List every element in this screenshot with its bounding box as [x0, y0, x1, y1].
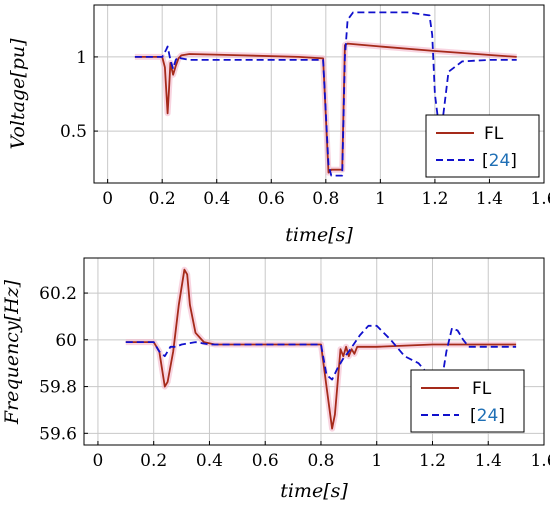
frequency-legend-ref-close: ] [498, 406, 505, 426]
voltage-y-ticks: 0.51 [60, 48, 98, 142]
frequency-x-tick-label: 1.2 [419, 451, 446, 471]
voltage-series-ref24-line [134, 11, 517, 177]
frequency-y-label: Frequency[Hz] [1, 279, 23, 425]
frequency-y-tick-label: 60 [55, 331, 77, 351]
frequency-y-tick-label: 59.8 [39, 378, 77, 398]
frequency-legend-ref-number: 24 [477, 406, 499, 426]
frequency-grid [84, 258, 545, 445]
frequency-legend-ref-label: [24] [470, 406, 505, 426]
frequency-legend-box [410, 369, 525, 433]
voltage-x-tick-label: 0.4 [203, 189, 230, 209]
voltage-series [134, 11, 517, 177]
frequency-legend: FL [24] [410, 369, 525, 433]
voltage-y-tick-label: 1 [76, 48, 87, 68]
frequency-chart: 0 0.2 0.4 0.6 0.8 1 1.2 1.4 1.6 59.6 59.8 60 60.2 t… [1, 257, 550, 502]
frequency-x-tick-label: 0.4 [196, 451, 223, 471]
frequency-x-tick-label: 1.4 [475, 451, 502, 471]
voltage-x-ticks: 0 0.2 0.4 0.6 0.8 1 1.2 1.4 1.6 [102, 179, 550, 209]
voltage-legend-ref-number: 24 [489, 151, 511, 171]
frequency-y-tick-label: 60.2 [39, 284, 77, 304]
frequency-x-tick-label: 0.2 [140, 451, 167, 471]
voltage-y-tick-label: 0.5 [60, 122, 87, 142]
voltage-x-tick-label: 0 [102, 189, 113, 209]
frequency-x-tick-label: 0 [93, 451, 104, 471]
voltage-plot-frame [93, 4, 545, 184]
frequency-series-fl-line [125, 268, 517, 430]
frequency-y-ticks: 59.6 59.8 60 60.2 [39, 284, 88, 444]
voltage-legend-box [425, 114, 540, 178]
frequency-x-tick-label: 0.8 [307, 451, 334, 471]
voltage-x-tick-label: 0.8 [312, 189, 339, 209]
voltage-x-tick-label: 1.4 [476, 189, 503, 209]
frequency-series [125, 266, 517, 432]
frequency-y-tick-label: 59.6 [39, 424, 77, 444]
voltage-legend-ref-open: [ [482, 151, 489, 171]
frequency-legend-ref-open: [ [470, 406, 477, 426]
voltage-x-tick-label: 1.2 [421, 189, 448, 209]
frequency-x-label: time[s] [280, 480, 348, 502]
voltage-chart: 00.20.40.60.811.21.41.6 0.51 time[s] Vol… [7, 4, 550, 246]
voltage-y-label: Voltage[pu] [7, 38, 29, 150]
voltage-legend-ref-label: [24] [482, 151, 517, 171]
voltage-x-tick-label: 1 [375, 189, 386, 209]
frequency-x-tick-label: 1 [371, 451, 382, 471]
voltage-x-label: time[s] [285, 224, 353, 246]
voltage-x-tick-label: 0.2 [149, 189, 176, 209]
voltage-x-tick-label: 1.6 [530, 189, 550, 209]
voltage-x-tick-label: 0.6 [258, 189, 285, 209]
frequency-x-tick-label: 0.6 [252, 451, 279, 471]
frequency-legend-fl-label: FL [472, 379, 492, 399]
voltage-legend-ref-close: ] [510, 151, 517, 171]
frequency-x-ticks: 0 0.2 0.4 0.6 0.8 1 1.2 1.4 1.6 [93, 441, 550, 471]
frequency-x-tick-label: 1.6 [530, 451, 550, 471]
voltage-legend-fl-label: FL [484, 124, 504, 144]
frequency-plot-frame [83, 257, 545, 446]
voltage-legend: FL [24] [425, 114, 540, 178]
frequency-series-ref24-line [125, 324, 517, 388]
